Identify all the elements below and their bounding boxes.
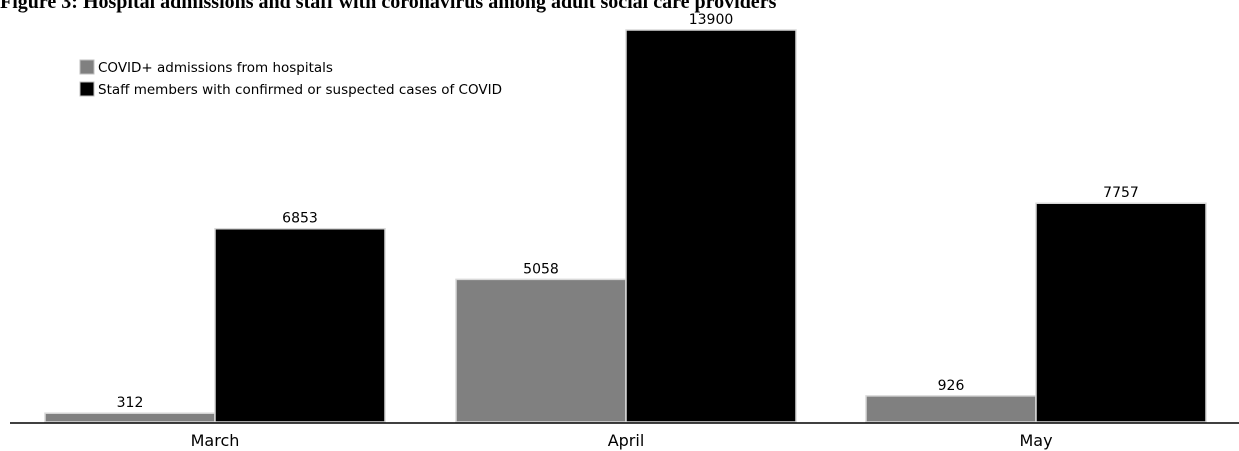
bar-march-series-1 <box>44 412 216 423</box>
legend-swatch-series-2 <box>79 81 95 97</box>
x-tick-label-march: March <box>191 431 240 450</box>
data-label-march-series-2: 6853 <box>282 211 318 227</box>
data-label-april-series-1: 5058 <box>523 261 559 277</box>
legend-swatch-series-1 <box>79 59 95 75</box>
data-label-april-series-2: 13900 <box>689 12 734 28</box>
data-label-march-series-1: 312 <box>117 395 144 411</box>
data-label-may-series-1: 926 <box>938 378 965 394</box>
bar-may-series-2 <box>1035 202 1207 423</box>
bar-march-series-2 <box>214 227 386 423</box>
legend-label-series-1: COVID+ admissions from hospitals <box>98 60 333 76</box>
bar-april-series-1 <box>455 278 627 423</box>
x-tick-label-april: April <box>608 431 645 450</box>
bar-may-series-1 <box>865 395 1037 423</box>
bars-group <box>44 29 1207 423</box>
x-tick-labels-group: March April May <box>191 431 1053 450</box>
legend-label-series-2: Staff members with confirmed or suspecte… <box>98 82 502 98</box>
data-label-may-series-2: 7757 <box>1103 185 1139 201</box>
x-tick-label-may: May <box>1019 431 1052 450</box>
chart-title: Figure 3: Hospital admissions and staff … <box>0 0 777 13</box>
bar-april-series-2 <box>625 29 797 423</box>
data-labels-group: 312 6853 5058 13900 926 7757 <box>117 12 1139 411</box>
legend: COVID+ admissions from hospitals Staff me… <box>79 59 502 98</box>
